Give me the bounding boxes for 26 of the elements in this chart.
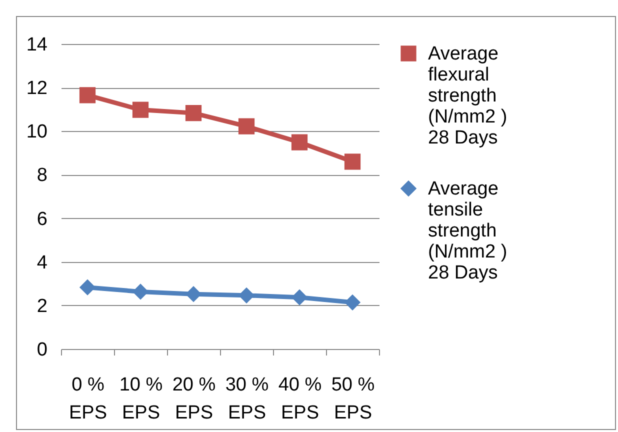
legend-label: Average tensile strength (N/mm2 ) 28 Days (428, 178, 508, 284)
y-tick-label: 10 (26, 122, 48, 143)
point (132, 102, 149, 118)
point (291, 289, 308, 306)
legend-label: Average flexural strength (N/mm2 ) 28 Days (428, 44, 508, 148)
y-tick-label: 0 (36, 340, 48, 360)
x-tick-label: 40 % EPS (278, 374, 322, 424)
y-tick-label: 8 (36, 165, 48, 186)
point (79, 279, 96, 296)
x-tick-label: 30 % EPS (225, 374, 269, 424)
x-tick-label: 10 % EPS (119, 374, 163, 424)
point (291, 134, 308, 150)
point (344, 154, 361, 170)
point (238, 118, 255, 134)
y-tick-label: 12 (26, 78, 48, 100)
point (344, 294, 361, 310)
y-tick-label: 14 (26, 34, 48, 56)
point (185, 105, 202, 122)
y-tick-label: 4 (36, 252, 48, 274)
x-tick-label: 0 % EPS (68, 374, 108, 424)
y-tick-label: 2 (36, 296, 48, 317)
y-tick-label: 6 (36, 208, 48, 230)
point (132, 284, 149, 300)
point (79, 87, 96, 104)
x-tick-label: 20 % EPS (172, 374, 216, 424)
x-tick-label: 50 % EPS (331, 374, 375, 424)
